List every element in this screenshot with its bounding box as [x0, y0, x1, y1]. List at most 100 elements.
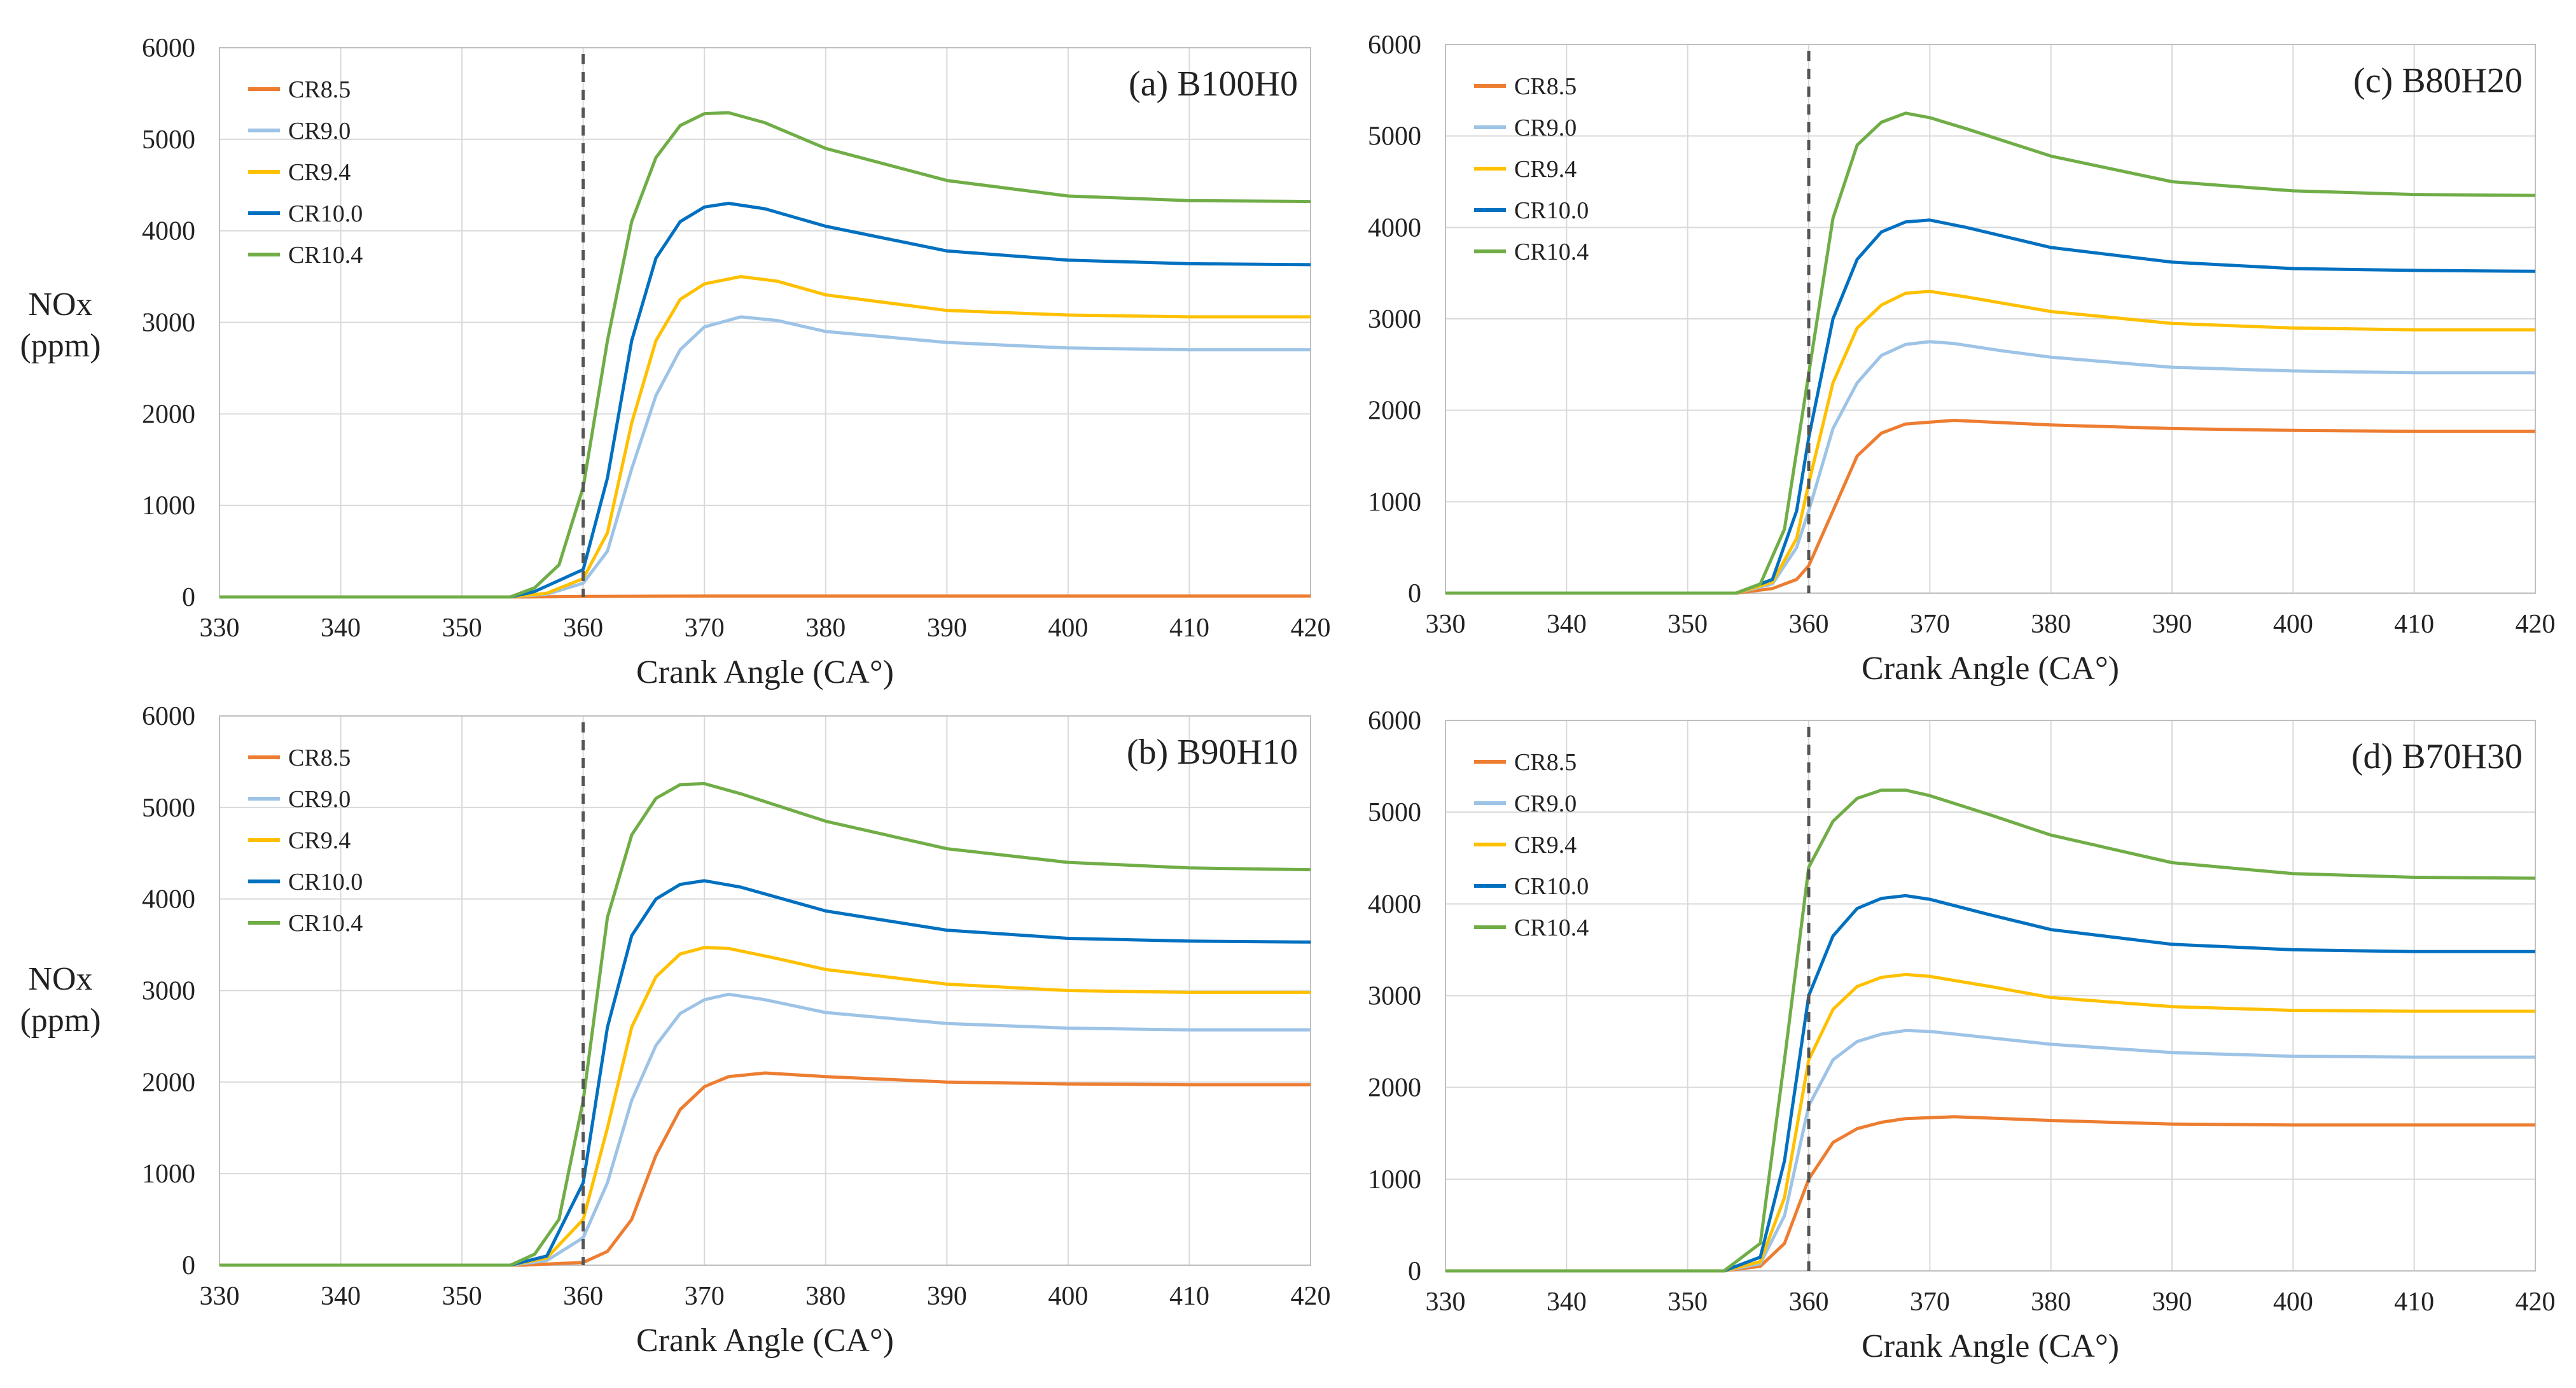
- legend-label: CR8.5: [1514, 73, 1577, 100]
- x-tick-label: 360: [1789, 1287, 1829, 1317]
- x-tick-label: 350: [442, 1282, 482, 1311]
- legend-label: CR10.4: [1514, 239, 1589, 265]
- legend-label: CR10.0: [288, 869, 363, 895]
- y-tick-label: 6000: [142, 702, 195, 731]
- chart-panel-d: 330 340 350 360 370 380 390 400 410 420 0 1000 2000 3…: [1368, 706, 2556, 1364]
- x-tick-label: 340: [1547, 1287, 1587, 1317]
- series-line-cr10-4: [1445, 111, 2536, 595]
- y-tick-label: 0: [182, 1251, 195, 1280]
- x-tick-label: 380: [805, 613, 846, 643]
- y-axis-label-bottom-line1: NOx: [28, 961, 92, 997]
- y-tick-label: 0: [1408, 1257, 1421, 1286]
- plot-frame: [219, 715, 1311, 1266]
- x-tick-label: 390: [927, 1282, 967, 1311]
- x-tick-label: 410: [2394, 610, 2434, 639]
- series-line-cr9-0: [1445, 1028, 2535, 1273]
- plot-frame: [1445, 720, 2536, 1272]
- legend-label: CR8.5: [1514, 749, 1577, 776]
- x-tick-label: 350: [442, 613, 482, 643]
- series-line-cr9-0: [219, 992, 1311, 1267]
- y-tick-label: 3000: [142, 309, 195, 338]
- x-tick-label: 370: [685, 1282, 725, 1311]
- x-tick-label: 340: [321, 613, 361, 643]
- x-tick-label: 370: [1910, 610, 1950, 639]
- chart-panel-c: 330 340 350 360 370 380 390 400 410 420 0 1000 2000 3…: [1368, 31, 2556, 687]
- y-tick-label: 2000: [142, 1068, 195, 1097]
- x-axis-title: Crank Angle (CA°): [636, 1322, 894, 1359]
- x-tick-label: 390: [2152, 1287, 2192, 1317]
- series-line-cr9-4: [1445, 972, 2535, 1273]
- legend-label: CR9.0: [288, 118, 351, 144]
- y-tick-label: 6000: [142, 34, 195, 63]
- series-line-cr8-5: [219, 1071, 1311, 1267]
- y-tick-label: 0: [182, 583, 195, 612]
- chart-panel-a: 330 340 350 360 370 380 390 400 410 420 0 1000 2000 3…: [142, 34, 1331, 690]
- y-tick-label: 1000: [142, 491, 195, 521]
- x-tick-label: 330: [200, 613, 240, 643]
- series-line-cr9-4: [219, 946, 1311, 1267]
- x-tick-label: 400: [2273, 610, 2313, 639]
- x-tick-label: 400: [1048, 613, 1088, 643]
- legend-label: CR8.5: [288, 745, 351, 771]
- x-tick-label: 410: [1169, 1282, 1209, 1311]
- legend-label: CR9.4: [1514, 156, 1577, 183]
- legend-label: CR10.4: [288, 242, 363, 269]
- y-axis-label-top-line2: (ppm): [20, 328, 101, 364]
- legend-label: CR9.4: [1514, 832, 1577, 859]
- y-tick-label: 5000: [142, 794, 195, 823]
- y-tick-label: 4000: [1368, 890, 1421, 919]
- x-tick-label: 410: [1169, 613, 1209, 643]
- y-tick-label: 6000: [1368, 706, 1421, 736]
- y-tick-label: 3000: [142, 977, 195, 1006]
- x-tick-label: 360: [563, 1282, 603, 1311]
- y-tick-label: 4000: [142, 217, 195, 246]
- y-tick-label: 3000: [1368, 305, 1421, 334]
- y-tick-label: 5000: [1368, 122, 1421, 151]
- series-line-cr9-4: [219, 275, 1311, 599]
- x-tick-label: 420: [2516, 610, 2556, 639]
- y-axis-label-top-line1: NOx: [28, 286, 92, 323]
- x-tick-label: 420: [1291, 1282, 1331, 1311]
- x-tick-label: 370: [1910, 1287, 1950, 1317]
- x-tick-label: 370: [685, 613, 725, 643]
- series-line-cr10-0: [1445, 894, 2535, 1273]
- series-line-cr10-0: [219, 879, 1311, 1267]
- legend-label: CR9.0: [1514, 115, 1577, 141]
- y-tick-label: 2000: [1368, 1074, 1421, 1103]
- x-tick-label: 410: [2394, 1287, 2434, 1317]
- series-line-cr10-4: [219, 782, 1311, 1267]
- x-axis-title: Crank Angle (CA°): [636, 654, 894, 690]
- x-tick-label: 390: [927, 613, 967, 643]
- series-line-cr10-0: [219, 202, 1311, 599]
- y-tick-label: 0: [1408, 579, 1421, 608]
- legend-label: CR10.4: [288, 910, 363, 937]
- y-tick-label: 2000: [1368, 396, 1421, 426]
- series-line-cr9-0: [1445, 340, 2535, 595]
- panel-title: (d) B70H30: [2351, 737, 2523, 776]
- x-tick-label: 380: [2031, 1287, 2071, 1317]
- legend-label: CR9.0: [1514, 790, 1577, 817]
- x-tick-label: 330: [200, 1282, 240, 1311]
- legend-label: CR10.4: [1514, 915, 1589, 941]
- panel-title: (a) B100H0: [1129, 64, 1298, 104]
- panel-title: (b) B90H10: [1127, 733, 1298, 772]
- x-tick-label: 350: [1667, 1287, 1708, 1317]
- x-tick-label: 380: [805, 1282, 846, 1311]
- x-tick-label: 420: [1291, 613, 1331, 643]
- x-tick-label: 330: [1426, 610, 1466, 639]
- x-tick-label: 390: [2152, 610, 2192, 639]
- legend-label: CR9.0: [288, 786, 351, 813]
- legend-label: CR8.5: [288, 76, 351, 103]
- series-line-cr10-4: [1445, 789, 2536, 1273]
- series-line-cr10-4: [219, 111, 1311, 599]
- legend-label: CR10.0: [1514, 197, 1589, 224]
- y-tick-label: 1000: [1368, 487, 1421, 517]
- series-line-cr8-5: [1445, 419, 2535, 595]
- plot-frame: [1445, 44, 2536, 594]
- x-axis-title: Crank Angle (CA°): [1862, 650, 2119, 687]
- x-tick-label: 330: [1426, 1287, 1466, 1317]
- x-axis-title: Crank Angle (CA°): [1862, 1328, 2119, 1364]
- legend-label: CR9.4: [288, 159, 351, 186]
